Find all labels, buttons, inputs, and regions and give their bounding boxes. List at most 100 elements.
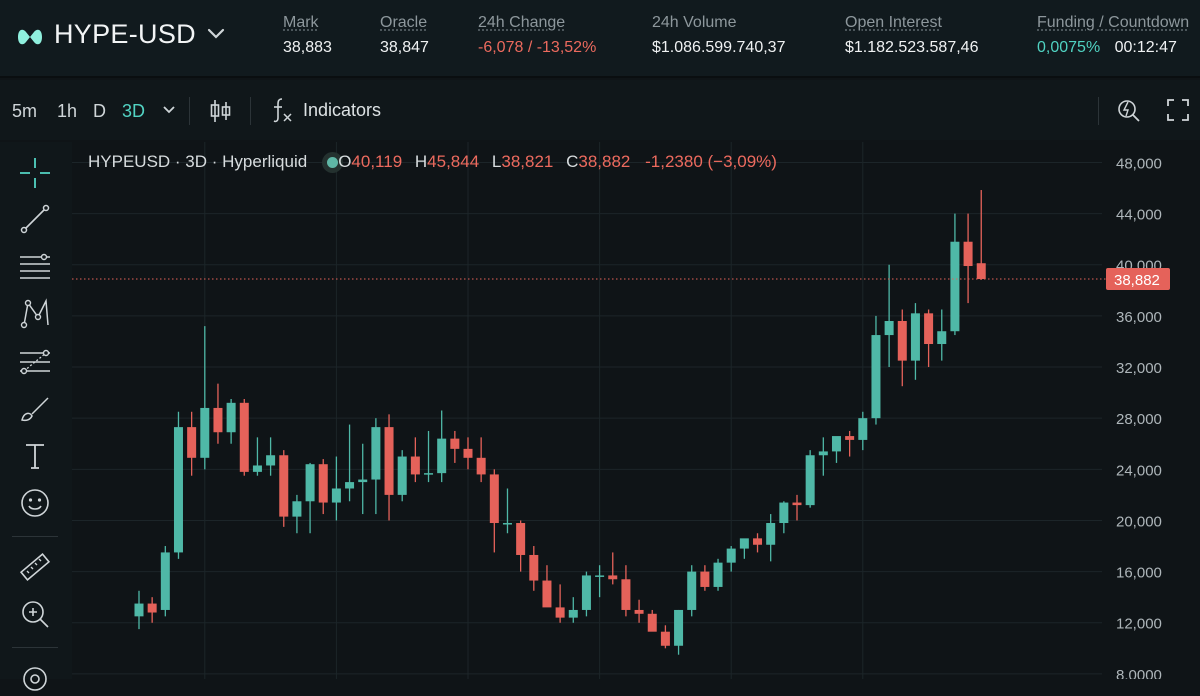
candle-body (568, 609, 578, 618)
y-tick-label: 48,000 (1116, 155, 1162, 172)
y-tick-label: 20,000 (1116, 513, 1162, 530)
y-tick-label: 44,000 (1116, 207, 1162, 224)
candle-body (700, 571, 710, 587)
stat-label: Mark (283, 14, 319, 31)
low-value: 38,821 (501, 152, 554, 171)
funding-countdown: 00:12:47 (1114, 39, 1177, 56)
candle-body (318, 464, 328, 503)
candles-icon[interactable] (209, 98, 233, 124)
brush-icon[interactable] (18, 392, 52, 426)
candle-body (739, 538, 749, 549)
candle-body (266, 455, 276, 466)
market-pair-title[interactable]: HYPE-USD (54, 19, 196, 49)
magnet-icon[interactable] (18, 662, 52, 696)
close-value: 38,882 (578, 152, 631, 171)
candle-body (371, 427, 381, 480)
candle-body (963, 241, 973, 267)
high-label: H (414, 152, 428, 171)
candle-body (910, 313, 920, 361)
stat-label: 24h Volume (652, 14, 737, 31)
candle-body (437, 438, 447, 474)
candle-body (845, 436, 855, 440)
candle-body (173, 427, 183, 553)
fib-icon[interactable] (18, 345, 52, 379)
stat-24h-volume: 24h Volume $1.086.599.740,37 (652, 14, 785, 57)
timeframe-3d[interactable]: 3D (122, 101, 146, 121)
candle-body (858, 418, 868, 440)
candle-body (410, 456, 420, 475)
stat-value: 38,847 (380, 39, 429, 56)
timeframe-d[interactable]: D (93, 101, 106, 121)
candle-body (292, 501, 302, 517)
candle-body (542, 580, 552, 608)
candle-body (647, 613, 657, 632)
candle-body (187, 427, 197, 458)
candle-body (713, 562, 723, 587)
candle-body (687, 571, 697, 610)
y-tick-label: 24,000 (1116, 462, 1162, 479)
change-value: -1,2380 (−3,09%) (645, 152, 777, 171)
stat-value-row: 0,0075% 00:12:47 (1037, 39, 1189, 57)
quick-zoom-icon[interactable] (1115, 96, 1143, 124)
candle-body (226, 402, 236, 433)
horizontal-lines-icon[interactable] (18, 250, 52, 284)
timeframe-1h[interactable]: 1h (57, 101, 78, 121)
candle-body (358, 479, 368, 483)
market-header: HYPE-USD Mark 38,883 Oracle 38,847 24h C… (0, 0, 1200, 78)
candle-body (766, 523, 776, 545)
indicators-button[interactable]: Indicators (303, 100, 382, 120)
emoji-icon[interactable] (18, 486, 52, 520)
chart-toolbar: 5m 1h D 3D Indicators (0, 80, 1200, 140)
stat-open-interest: Open Interest $1.182.523.587,46 (845, 14, 978, 57)
candle-body (134, 603, 144, 617)
stat-oracle: Oracle 38,847 (380, 14, 429, 57)
candle-body (463, 448, 473, 458)
pattern-icon[interactable] (18, 297, 52, 331)
candle-body (660, 631, 670, 646)
candle-body (476, 457, 486, 475)
candle-body (674, 609, 684, 646)
price-axis: 8,0000 12,000 16,000 20,000 24,000 28,000 32,0… (1116, 155, 1162, 679)
zoom-in-icon[interactable] (18, 597, 52, 631)
candle-body (976, 263, 986, 280)
last-price-marker: 38,882 (72, 268, 1170, 291)
candle-body (239, 402, 249, 472)
candle-body (950, 241, 960, 332)
candle-body (608, 575, 618, 580)
candle-body (305, 464, 315, 502)
text-icon[interactable] (18, 439, 52, 473)
stat-label: 24h Change (478, 14, 566, 31)
market-status-dot (327, 157, 339, 168)
candle-body (279, 455, 289, 517)
chevron-down-icon[interactable] (207, 28, 225, 40)
last-price-label: 38,882 (1114, 272, 1160, 289)
y-tick-label: 8,0000 (1116, 667, 1162, 679)
ruler-icon[interactable] (18, 550, 52, 584)
trend-line-icon[interactable] (18, 202, 52, 236)
candle-body (779, 502, 789, 524)
toolbar-divider (250, 97, 251, 125)
crosshair-icon[interactable] (18, 156, 52, 190)
indicators-fx-icon[interactable] (270, 96, 294, 124)
stat-value: $1.086.599.740,37 (652, 39, 786, 56)
fullscreen-icon[interactable] (1166, 98, 1190, 122)
candle-body (595, 575, 605, 577)
close-label: C (566, 152, 579, 171)
candle-body (871, 335, 881, 419)
y-tick-label: 16,000 (1116, 565, 1162, 582)
stat-funding: Funding / Countdown 0,0075% 00:12:47 (1037, 14, 1189, 57)
timeframe-dropdown-icon[interactable] (163, 106, 175, 114)
open-label: O (338, 152, 352, 171)
candle-body (331, 488, 341, 503)
candle-body (924, 313, 934, 345)
candle-body (805, 455, 815, 506)
candle-body (489, 474, 499, 524)
timeframe-5m[interactable]: 5m (12, 101, 38, 121)
y-tick-label: 12,000 (1116, 616, 1162, 633)
candle-body (581, 575, 591, 610)
candle-body (502, 523, 512, 525)
price-chart[interactable]: 8,0000 12,000 16,000 20,000 24,000 28,000 32,0… (72, 142, 1200, 679)
symbol-label: HYPEUSD · 3D · Hyperliquid (88, 152, 308, 171)
candle-body (555, 607, 565, 618)
candle-body (160, 552, 170, 610)
